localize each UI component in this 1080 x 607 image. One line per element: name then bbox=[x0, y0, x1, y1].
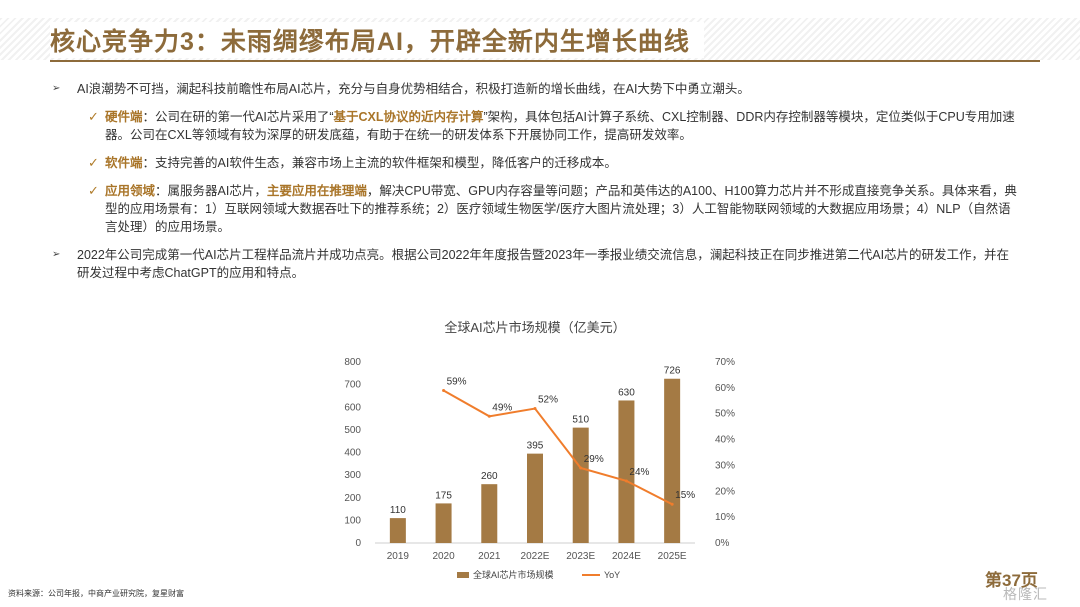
subpoint-key: 硬件端 bbox=[105, 110, 143, 124]
bar bbox=[481, 484, 498, 543]
yoy-point bbox=[487, 414, 491, 418]
bar-value-label: 726 bbox=[664, 366, 681, 377]
yoy-value-label: 29% bbox=[584, 454, 604, 465]
bar bbox=[527, 453, 543, 543]
x-tick-label: 2019 bbox=[387, 551, 410, 562]
bar bbox=[435, 503, 452, 543]
legend-bar-swatch bbox=[457, 572, 469, 578]
arrow-bullet-icon: ➢ bbox=[52, 83, 61, 94]
yoy-value-label: 49% bbox=[492, 402, 512, 413]
y-tick-label: 100 bbox=[344, 515, 361, 526]
y2-tick-label: 70% bbox=[715, 357, 735, 368]
y2-tick-label: 20% bbox=[715, 486, 735, 497]
subpoint-hardware: ✓ 硬件端：公司在研的第一代AI芯片采用了“基于CXL协议的近内存计算”架构，具… bbox=[50, 108, 1020, 144]
subpoint-text: ：属服务器AI芯片， bbox=[155, 184, 267, 198]
y-tick-label: 200 bbox=[344, 493, 361, 504]
subpoint-application: ✓ 应用领域：属服务器AI芯片，主要应用在推理端，解决CPU带宽、GPU内存容量… bbox=[50, 182, 1020, 236]
y-tick-label: 300 bbox=[344, 470, 361, 481]
bar-value-label: 630 bbox=[618, 387, 635, 398]
yoy-point bbox=[533, 407, 537, 411]
x-tick-label: 2023E bbox=[566, 551, 595, 562]
x-tick-label: 2021 bbox=[478, 551, 501, 562]
legend-bar-label: 全球AI芯片市场规模 bbox=[473, 569, 554, 580]
bar-value-label: 510 bbox=[572, 415, 589, 426]
y-tick-label: 800 bbox=[344, 357, 361, 368]
bullet-item: ➢ AI浪潮势不可挡，澜起科技前瞻性布局AI芯片，充分与自身优势相结合，积极打造… bbox=[50, 80, 1020, 98]
y-tick-label: 500 bbox=[344, 425, 361, 436]
y-tick-label: 700 bbox=[344, 380, 361, 391]
legend-line-label: YoY bbox=[604, 570, 620, 580]
y2-tick-label: 60% bbox=[715, 383, 735, 394]
yoy-value-label: 24% bbox=[629, 467, 649, 478]
yoy-value-label: 52% bbox=[538, 395, 558, 406]
yoy-line bbox=[443, 389, 673, 506]
y-tick-label: 0 bbox=[355, 538, 361, 549]
subpoint-text-cont: ”架构，具体包括AI计算子系统、CXL控制器、DDR内存控制器等模块，定位类似于… bbox=[105, 110, 1015, 142]
subpoint-key: 软件端 bbox=[105, 156, 143, 170]
checkmark-icon: ✓ bbox=[88, 183, 99, 198]
market-size-chart: 全球AI芯片市场规模（亿美元） 0 100 200 300 400 500 600 700 800… bbox=[330, 312, 750, 592]
bullet-text: 2022年公司完成第一代AI芯片工程样品流片并成功点亮。根据公司2022年年度报… bbox=[77, 248, 1010, 280]
yoy-point bbox=[624, 479, 628, 483]
bar-value-label: 175 bbox=[435, 490, 452, 501]
yoy-point bbox=[670, 502, 674, 506]
bar bbox=[664, 378, 681, 543]
y-tick-label: 400 bbox=[344, 448, 361, 459]
subpoint-highlight: 主要应用在推理端 bbox=[266, 184, 367, 198]
page-title: 核心竞争力3：未雨绸缪布局AI，开辟全新内生增长曲线 bbox=[50, 22, 704, 58]
y2-tick-label: 40% bbox=[715, 435, 735, 446]
yoy-value-label: 15% bbox=[675, 490, 695, 501]
x-tick-label: 2020 bbox=[432, 551, 455, 562]
yoy-point bbox=[579, 466, 583, 470]
chart-title: 全球AI芯片市场规模（亿美元） bbox=[444, 320, 625, 335]
y-tick-label: 600 bbox=[344, 402, 361, 413]
subpoint-text: ：支持完善的AI软件生态，兼容市场上主流的软件框架和模型，降低客户的迁移成本。 bbox=[142, 156, 617, 170]
subpoint-text-cont: ，解决CPU带宽、GPU内存容量等问题；产品和英伟达的A100、H100算力芯片… bbox=[105, 184, 1017, 234]
subpoint-key: 应用领域 bbox=[105, 184, 156, 198]
bar-value-label: 395 bbox=[527, 441, 544, 452]
x-tick-label: 2022E bbox=[521, 551, 550, 562]
subpoint-highlight: 基于CXL协议的近内存计算 bbox=[333, 110, 484, 124]
bar bbox=[572, 427, 589, 543]
y2-tick-label: 30% bbox=[715, 460, 735, 471]
bar bbox=[389, 518, 406, 543]
page-number: 第37页 bbox=[985, 571, 1038, 590]
watermark-logo: 格隆汇 bbox=[1003, 586, 1048, 602]
y2-tick-label: 50% bbox=[715, 409, 735, 420]
title-underline bbox=[50, 60, 1040, 62]
chart-svg: 全球AI芯片市场规模（亿美元） 0 100 200 300 400 500 600 700 800… bbox=[344, 320, 735, 580]
x-tick-label: 2024E bbox=[612, 551, 641, 562]
bullet-item: ➢ 2022年公司完成第一代AI芯片工程样品流片并成功点亮。根据公司2022年年… bbox=[50, 246, 1020, 282]
content-body: ➢ AI浪潮势不可挡，澜起科技前瞻性布局AI芯片，充分与自身优势相结合，积极打造… bbox=[50, 80, 1020, 292]
y2-tick-label: 0% bbox=[715, 538, 730, 549]
bar bbox=[618, 400, 635, 543]
arrow-bullet-icon: ➢ bbox=[52, 249, 61, 260]
checkmark-icon: ✓ bbox=[88, 155, 99, 170]
subpoint-software: ✓ 软件端：支持完善的AI软件生态，兼容市场上主流的软件框架和模型，降低客户的迁… bbox=[50, 154, 1020, 172]
yoy-point bbox=[442, 388, 446, 392]
x-tick-label: 2025E bbox=[658, 551, 687, 562]
y2-tick-label: 10% bbox=[715, 512, 735, 523]
subpoint-text: ：公司在研的第一代AI芯片采用了“ bbox=[142, 110, 334, 124]
bar-value-label: 110 bbox=[390, 505, 406, 516]
yoy-value-label: 59% bbox=[447, 376, 467, 387]
bullet-text: AI浪潮势不可挡，澜起科技前瞻性布局AI芯片，充分与自身优势相结合，积极打造新的… bbox=[77, 82, 750, 96]
checkmark-icon: ✓ bbox=[88, 109, 99, 124]
source-note: 资料来源：公司年报，中商产业研究院，复星财富 bbox=[8, 589, 184, 598]
bar-value-label: 260 bbox=[481, 471, 498, 482]
